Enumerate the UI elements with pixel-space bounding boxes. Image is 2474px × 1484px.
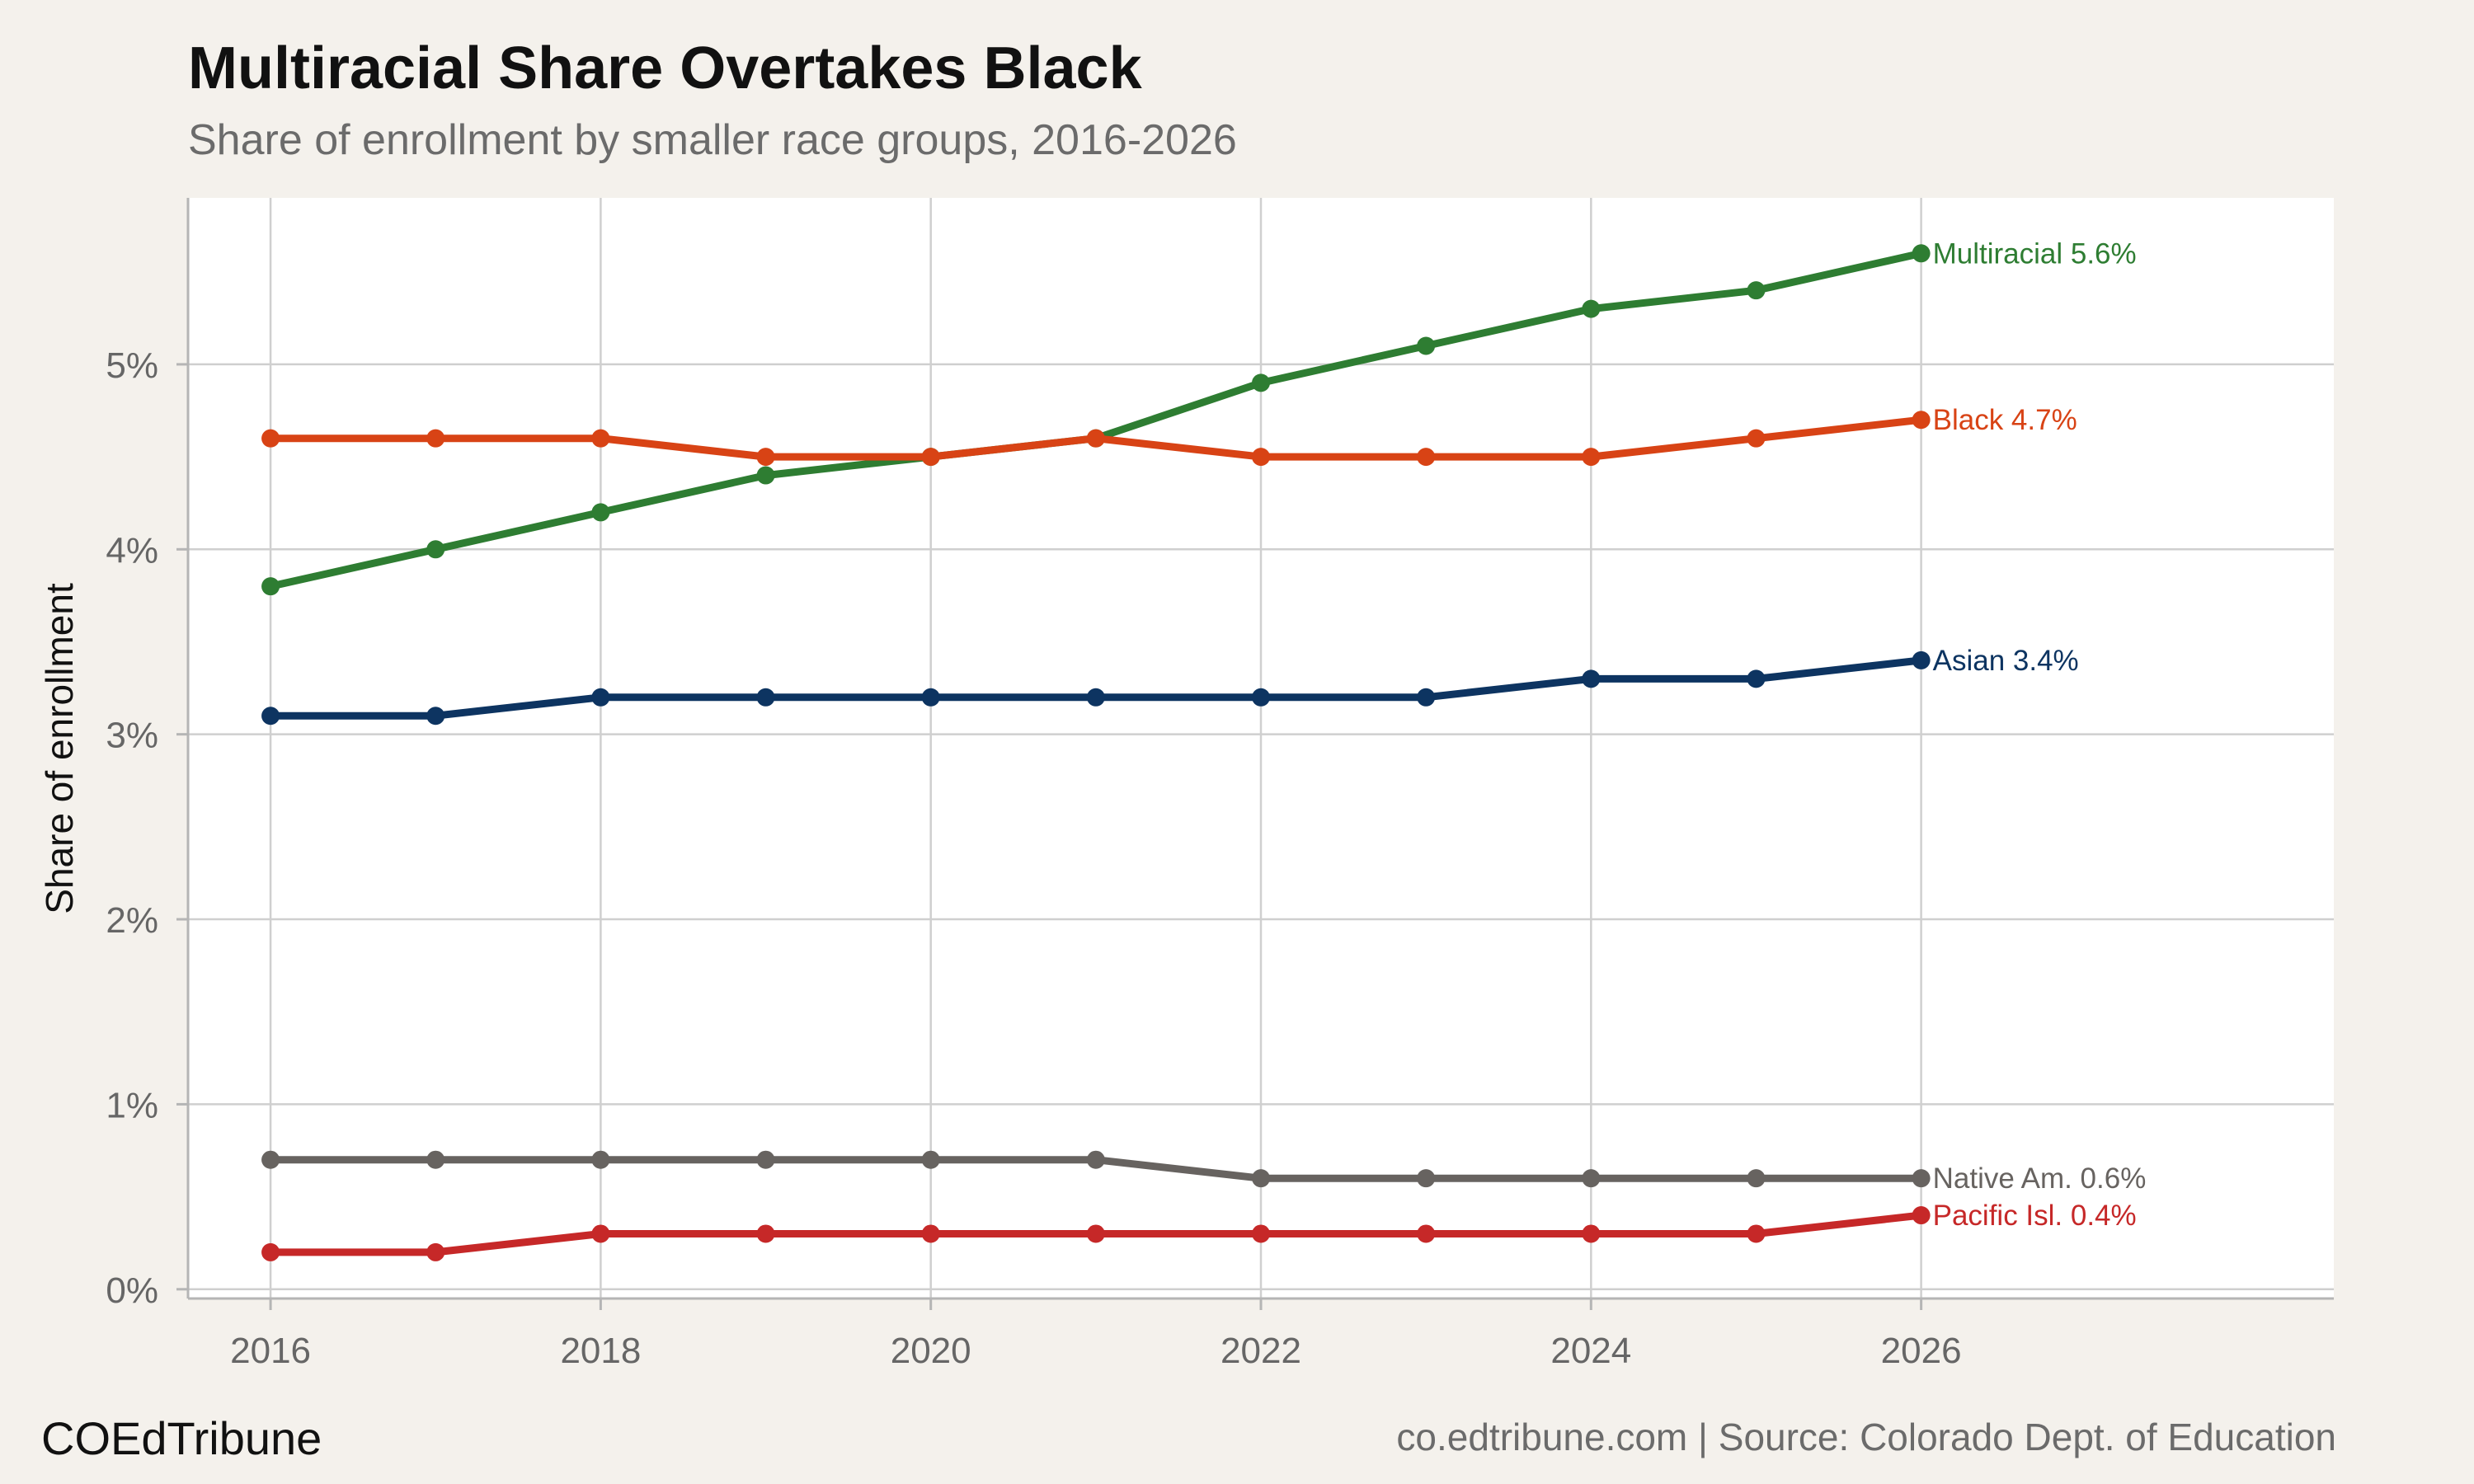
data-point-asian bbox=[921, 688, 940, 707]
data-point-multiracial bbox=[426, 540, 445, 559]
data-point-black bbox=[921, 448, 940, 467]
data-point-native-am bbox=[1747, 1169, 1766, 1188]
data-point-asian bbox=[426, 707, 445, 726]
data-point-native-am bbox=[1417, 1169, 1436, 1188]
data-point-native-am bbox=[756, 1150, 775, 1169]
x-tick-label: 2026 bbox=[1881, 1331, 1962, 1371]
end-labels: Multiracial 5.6% Black 4.7% Asian 3.4% Nati… bbox=[1933, 237, 2147, 1232]
y-tick-label: 4% bbox=[106, 530, 158, 571]
data-point-black bbox=[1912, 411, 1931, 430]
data-point-native-am bbox=[261, 1150, 280, 1169]
data-point-pacific-isl bbox=[1747, 1224, 1766, 1243]
data-point-pacific-isl bbox=[1582, 1224, 1601, 1243]
series-end-label-pacific-isl: Pacific Isl. 0.4% bbox=[1933, 1200, 2137, 1232]
data-point-native-am bbox=[426, 1150, 445, 1169]
series-end-label-native-am: Native Am. 0.6% bbox=[1933, 1162, 2147, 1195]
y-tick-label: 0% bbox=[106, 1270, 158, 1311]
x-tick-label: 2018 bbox=[560, 1331, 641, 1371]
y-tick-label: 5% bbox=[106, 345, 158, 386]
data-point-black bbox=[261, 429, 280, 448]
x-tick-label: 2024 bbox=[1550, 1331, 1631, 1371]
data-point-multiracial bbox=[1912, 244, 1931, 263]
data-point-black bbox=[1086, 429, 1105, 448]
data-point-asian bbox=[1417, 688, 1436, 707]
data-point-native-am bbox=[1252, 1169, 1270, 1188]
data-point-multiracial bbox=[1417, 336, 1436, 355]
series-end-label-multiracial: Multiracial 5.6% bbox=[1933, 237, 2137, 270]
data-point-asian bbox=[1747, 669, 1766, 688]
chart-title: Multiracial Share Overtakes Black bbox=[188, 35, 1142, 101]
x-tick-label: 2020 bbox=[891, 1331, 971, 1371]
x-tick-label: 2016 bbox=[230, 1331, 311, 1371]
y-tick-label: 1% bbox=[106, 1085, 158, 1125]
data-point-pacific-isl bbox=[921, 1224, 940, 1243]
data-point-pacific-isl bbox=[261, 1242, 280, 1261]
data-point-native-am bbox=[1582, 1169, 1601, 1188]
data-point-pacific-isl bbox=[1417, 1224, 1436, 1243]
data-point-black bbox=[1582, 448, 1601, 467]
data-point-native-am bbox=[1912, 1169, 1931, 1188]
data-point-asian bbox=[1582, 669, 1601, 688]
data-point-multiracial bbox=[1252, 373, 1270, 392]
data-point-asian bbox=[261, 707, 280, 726]
data-point-black bbox=[756, 448, 775, 467]
y-axis-label: Share of enrollment bbox=[38, 583, 81, 914]
y-tick-label: 3% bbox=[106, 716, 158, 756]
data-point-asian bbox=[756, 688, 775, 707]
data-point-native-am bbox=[921, 1150, 940, 1169]
data-point-pacific-isl bbox=[756, 1224, 775, 1243]
data-point-multiracial bbox=[756, 466, 775, 485]
data-point-pacific-isl bbox=[591, 1224, 610, 1243]
data-point-black bbox=[1252, 448, 1270, 467]
data-point-black bbox=[1747, 429, 1766, 448]
source-note: co.edtribune.com | Source: Colorado Dept… bbox=[1396, 1416, 2336, 1458]
data-point-black bbox=[591, 429, 610, 448]
tick-labels: 0% 1% 2% 3% 4% 5% 2016 2018 2020 2022 2024 2026 bbox=[106, 345, 1961, 1371]
data-point-black bbox=[1417, 448, 1436, 467]
data-point-native-am bbox=[1086, 1150, 1105, 1169]
data-point-pacific-isl bbox=[1912, 1206, 1931, 1225]
data-point-multiracial bbox=[591, 503, 610, 522]
series-end-label-black: Black 4.7% bbox=[1933, 404, 2077, 436]
data-point-asian bbox=[591, 688, 610, 707]
data-point-asian bbox=[1086, 688, 1105, 707]
grid-lines bbox=[188, 198, 2334, 1298]
x-tick-label: 2022 bbox=[1221, 1331, 1301, 1371]
data-point-asian bbox=[1912, 650, 1931, 669]
data-point-pacific-isl bbox=[426, 1242, 445, 1261]
data-point-pacific-isl bbox=[1086, 1224, 1105, 1243]
data-point-multiracial bbox=[261, 577, 280, 596]
data-point-pacific-isl bbox=[1252, 1224, 1270, 1243]
series-end-label-asian: Asian 3.4% bbox=[1933, 645, 2079, 677]
series bbox=[261, 244, 1931, 1261]
data-point-asian bbox=[1252, 688, 1270, 707]
data-point-multiracial bbox=[1747, 281, 1766, 300]
chart-subtitle: Share of enrollment by smaller race grou… bbox=[188, 116, 1237, 164]
brand-logo-text: COEdTribune bbox=[41, 1412, 322, 1464]
data-point-native-am bbox=[591, 1150, 610, 1169]
data-point-multiracial bbox=[1582, 299, 1601, 318]
data-point-black bbox=[426, 429, 445, 448]
y-tick-label: 2% bbox=[106, 900, 158, 941]
